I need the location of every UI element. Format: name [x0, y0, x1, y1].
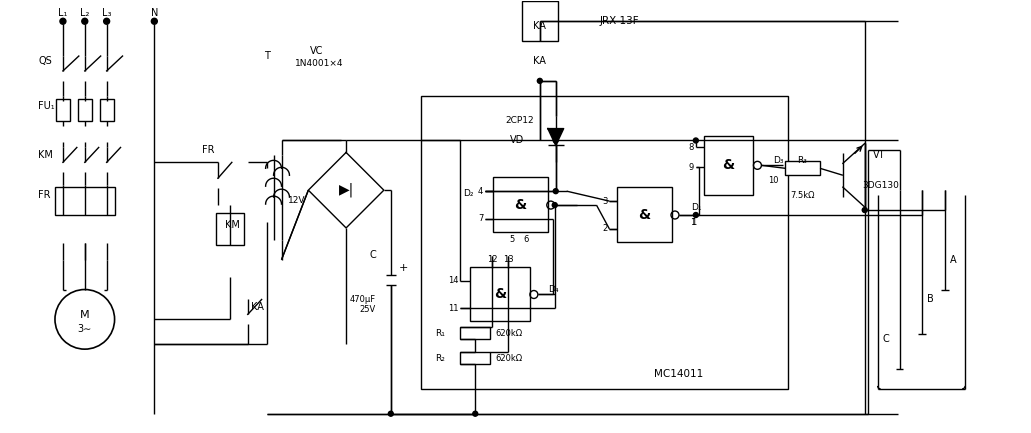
Bar — [704, 136, 754, 195]
Text: 12V: 12V — [288, 196, 305, 205]
Text: 5: 5 — [509, 236, 514, 244]
Circle shape — [554, 138, 558, 143]
Text: 2CP12: 2CP12 — [505, 116, 534, 125]
Text: M: M — [80, 310, 90, 320]
Text: +: + — [399, 263, 408, 273]
Text: L₂: L₂ — [80, 8, 90, 18]
Text: C: C — [369, 250, 376, 260]
Bar — [215, 213, 243, 245]
Circle shape — [473, 411, 477, 416]
Circle shape — [554, 189, 558, 194]
Text: D₁: D₁ — [691, 203, 701, 212]
Text: D₄: D₄ — [547, 285, 559, 294]
Circle shape — [553, 203, 557, 207]
Text: 3: 3 — [602, 197, 607, 206]
Text: 1: 1 — [691, 219, 696, 227]
Circle shape — [60, 18, 66, 24]
Text: &: & — [638, 208, 651, 222]
Text: 620kΩ: 620kΩ — [495, 354, 523, 362]
Text: N: N — [151, 8, 158, 18]
Text: FR: FR — [38, 190, 51, 200]
Text: KA: KA — [252, 302, 264, 313]
Text: KM: KM — [38, 150, 53, 160]
Text: KA: KA — [533, 56, 546, 66]
Text: B: B — [927, 294, 934, 304]
Text: 7: 7 — [477, 214, 484, 223]
Text: D₂: D₂ — [463, 189, 473, 197]
Circle shape — [862, 207, 867, 213]
Bar — [55, 187, 114, 215]
Text: 12: 12 — [487, 255, 497, 264]
Bar — [493, 177, 547, 232]
Text: 7.5kΩ: 7.5kΩ — [790, 191, 814, 200]
Circle shape — [152, 18, 158, 24]
Text: 13: 13 — [503, 255, 513, 264]
Bar — [100, 99, 113, 121]
Text: T: T — [264, 51, 269, 61]
Text: 9: 9 — [689, 163, 694, 172]
Circle shape — [537, 78, 542, 84]
Text: R₂: R₂ — [435, 354, 445, 362]
Polygon shape — [547, 129, 564, 145]
Text: MC14011: MC14011 — [655, 369, 703, 379]
Text: R₃: R₃ — [797, 156, 807, 165]
Text: VD: VD — [510, 136, 525, 145]
Text: VC: VC — [309, 46, 323, 56]
Text: VT: VT — [872, 150, 886, 160]
Circle shape — [389, 411, 393, 416]
Text: &: & — [513, 198, 526, 212]
Text: KA: KA — [533, 21, 546, 31]
Text: 3∼: 3∼ — [77, 324, 92, 334]
Text: C: C — [883, 334, 890, 344]
Bar — [461, 352, 490, 364]
Text: 6: 6 — [524, 236, 529, 244]
Text: QS: QS — [38, 56, 52, 66]
Text: R₁: R₁ — [435, 329, 445, 338]
Text: ▶|: ▶| — [338, 183, 354, 197]
Bar — [618, 187, 672, 242]
Text: 8: 8 — [689, 143, 694, 152]
Bar — [77, 99, 92, 121]
Bar — [461, 327, 490, 339]
Circle shape — [694, 213, 698, 217]
Text: 470μF
25V: 470μF 25V — [350, 295, 376, 314]
Text: L₃: L₃ — [102, 8, 111, 18]
Text: 10: 10 — [768, 176, 778, 185]
Text: 4: 4 — [478, 187, 484, 196]
Circle shape — [81, 18, 88, 24]
Text: &: & — [723, 158, 735, 172]
Text: 2: 2 — [602, 224, 607, 233]
Text: FU₁: FU₁ — [38, 101, 55, 111]
Text: 11: 11 — [447, 304, 459, 313]
Text: 1: 1 — [690, 219, 696, 227]
Text: 1N4001×4: 1N4001×4 — [295, 59, 343, 68]
Text: D₃: D₃ — [773, 156, 784, 165]
Text: L₁: L₁ — [58, 8, 68, 18]
Text: A: A — [950, 255, 957, 265]
Text: JRX-13F: JRX-13F — [599, 16, 639, 26]
Bar — [786, 162, 820, 175]
Bar — [470, 267, 530, 321]
Text: FR: FR — [202, 145, 214, 155]
Circle shape — [104, 18, 109, 24]
Text: 3DG130: 3DG130 — [863, 181, 900, 190]
Bar — [522, 1, 558, 41]
Text: KM: KM — [226, 220, 240, 230]
Bar — [421, 96, 789, 389]
Text: &: & — [494, 288, 506, 301]
Circle shape — [694, 138, 698, 143]
Bar — [56, 99, 70, 121]
Text: 14: 14 — [447, 276, 459, 285]
Text: 620kΩ: 620kΩ — [495, 329, 523, 338]
